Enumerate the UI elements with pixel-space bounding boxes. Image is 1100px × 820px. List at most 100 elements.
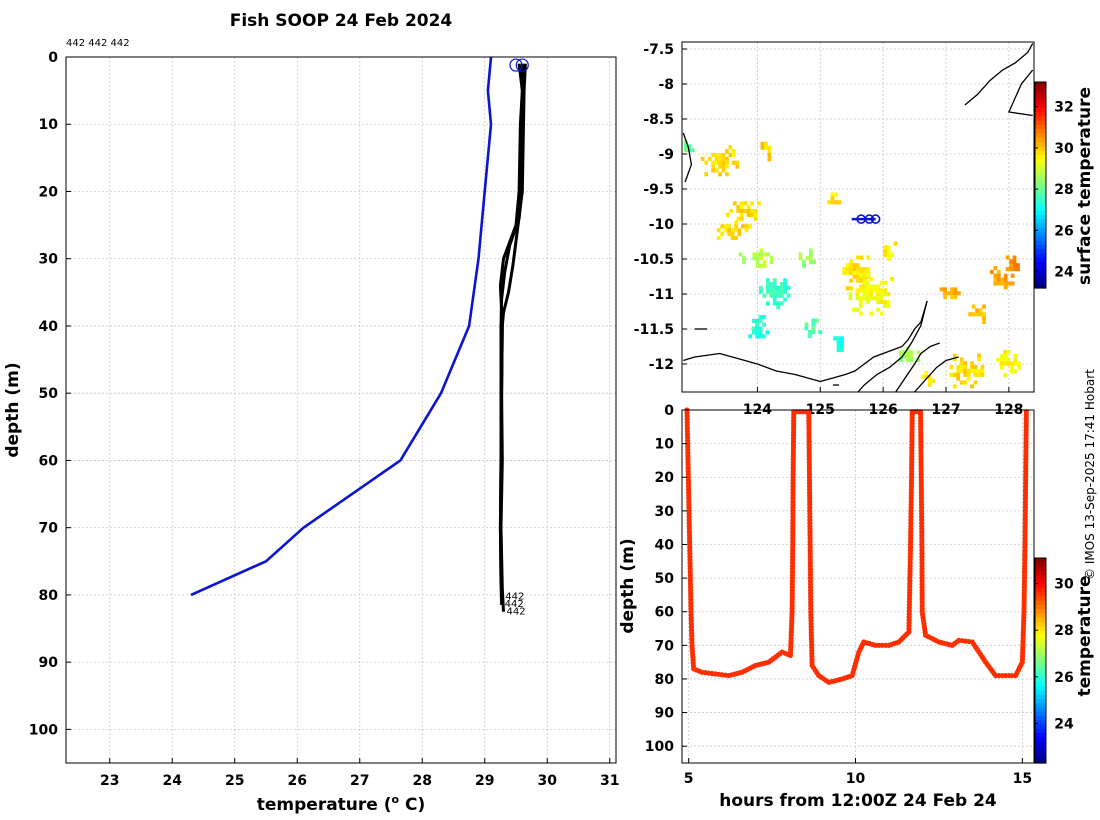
- map-sst-pixel: [714, 152, 719, 158]
- map-colorbar: 32 30 28 26 24: [1034, 81, 1074, 289]
- map-sst-pixel: [739, 205, 744, 210]
- map-sst-pixel: [734, 228, 738, 233]
- depth-time-colorbar-swatch: [1035, 690, 1046, 696]
- map-colorbar-swatch: [1035, 167, 1046, 173]
- map-sst-pixel: [999, 365, 1004, 370]
- map-sst-pixel: [952, 357, 957, 362]
- profile-series-profile-3: [499, 63, 527, 612]
- map-colorbar-swatch: [1035, 124, 1046, 130]
- map-sst-pixel: [886, 253, 891, 258]
- map-sst-pixel: [746, 208, 751, 214]
- map-sst-pixel: [886, 245, 891, 250]
- map-sst-pixel: [830, 200, 835, 205]
- profile-markers: [509, 58, 529, 72]
- map-sst-pixel: [741, 224, 745, 229]
- map-sst-pixel: [776, 305, 781, 310]
- map-sst-pixel: [744, 224, 749, 229]
- map-y-tick-label: -11.5: [634, 322, 674, 338]
- depth-time-colorbar-swatch: [1035, 562, 1046, 568]
- map-sst-pixel: [902, 354, 907, 359]
- map-sst-pixel: [856, 274, 860, 279]
- map-sst-pixel: [769, 256, 774, 261]
- map-sst-pixel: [714, 160, 719, 165]
- map-colorbar-swatch: [1035, 112, 1046, 117]
- map-sst-pixel: [982, 319, 986, 325]
- depth-time-y-tick-label: 100: [645, 739, 674, 755]
- map-sst-pixel: [966, 368, 971, 374]
- map-sst-pixel: [720, 232, 725, 237]
- map-sst-pixel: [966, 372, 971, 377]
- map-sst-pixel: [975, 312, 979, 317]
- map-sst-pixel: [762, 252, 767, 257]
- map-sst-pixel: [755, 318, 759, 323]
- map-sst-pixel: [786, 293, 791, 298]
- map-sst-pixel: [762, 322, 766, 327]
- map-sst-pixels: [683, 140, 1021, 389]
- map-sst-pixel: [1012, 263, 1017, 268]
- map-sst-pixel: [999, 353, 1004, 358]
- map-sst-pixel: [852, 263, 857, 268]
- map-sst-pixel: [963, 361, 968, 366]
- map-sst-pixel: [704, 160, 709, 165]
- map-sst-pixel: [772, 293, 777, 298]
- map-sst-pixel: [849, 278, 853, 283]
- depth-time-colorbar-swatch: [1035, 728, 1046, 734]
- map-sst-pixel: [869, 276, 874, 281]
- map-sst-pixel: [865, 292, 870, 297]
- map-sst-pixel: [866, 267, 871, 272]
- map-sst-pixel: [718, 160, 722, 165]
- depth-time-y-ticks: 0 10 20 30 40 50 60 70 80 90 100: [645, 403, 687, 755]
- map-sst-pixel: [776, 293, 781, 298]
- map-sst-pixel: [950, 287, 954, 292]
- depth-time-colorbar-swatch: [1035, 583, 1046, 589]
- map-sst-pixel: [862, 288, 867, 293]
- map-sst-pixel: [970, 384, 974, 389]
- map-sst-pixel: [767, 157, 772, 162]
- map-colorbar-swatch: [1035, 257, 1046, 263]
- map-sst-pixel: [767, 145, 772, 150]
- depth-time-y-tick-label: 20: [655, 470, 675, 486]
- depth-time-colorbar-swatch: [1035, 596, 1046, 602]
- map-colorbar-tick-label: 30: [1054, 141, 1074, 157]
- map-sst-pixel: [752, 256, 757, 261]
- map-sst-pixel: [879, 292, 884, 297]
- map-sst-pixel: [879, 288, 884, 293]
- depth-time-colorbar-swatch: [1035, 677, 1046, 683]
- profile-y-ticks: 0 10 20 30 40 50 60 70 80 90 100: [29, 50, 71, 738]
- map-sst-pixel: [760, 145, 765, 150]
- depth-time-y-tick-label: 10: [655, 437, 675, 453]
- map-sst-pixel: [783, 285, 787, 291]
- map-y-tick-label: -8.5: [643, 112, 674, 128]
- depth-time-axes-box: [681, 409, 1035, 764]
- map-sst-pixel: [883, 245, 888, 250]
- profile-y-tick-label: 100: [29, 722, 58, 738]
- map-sst-pixel: [811, 330, 816, 335]
- map-sst-pixel: [779, 289, 784, 294]
- map-sst-pixel: [736, 216, 741, 221]
- map-sst-pixel: [973, 368, 978, 374]
- profile-y-tick-label: 10: [39, 117, 59, 133]
- map-sst-pixel: [727, 224, 732, 229]
- map-sst-pixel: [721, 156, 726, 161]
- map-colorbar-swatch: [1035, 172, 1046, 178]
- map-sst-pixel: [1013, 357, 1018, 362]
- map-sst-pixel: [856, 278, 860, 283]
- map-sst-pixel: [856, 263, 860, 268]
- map-sst-pixel: [818, 330, 823, 335]
- map-sst-pixel: [683, 140, 688, 145]
- map-sst-pixel: [751, 326, 756, 331]
- map-sst-pixel: [753, 216, 758, 221]
- map-sst-pixel: [862, 280, 867, 285]
- map-colorbar-swatch: [1035, 249, 1046, 255]
- depth-time-colorbar-swatch: [1035, 643, 1046, 649]
- map-sst-pixel: [899, 354, 903, 359]
- map-sst-pixel: [732, 201, 737, 206]
- map-sst-pixel: [842, 267, 847, 272]
- map-sst-pixel: [704, 172, 709, 177]
- map-sst-pixel: [731, 160, 736, 165]
- map-sst-pixel: [886, 299, 891, 305]
- map-sst-pixel: [752, 252, 757, 257]
- map-sst-pixel: [999, 361, 1004, 366]
- map-sst-pixel: [866, 270, 871, 276]
- depth-time-colorbar-swatch: [1035, 750, 1046, 756]
